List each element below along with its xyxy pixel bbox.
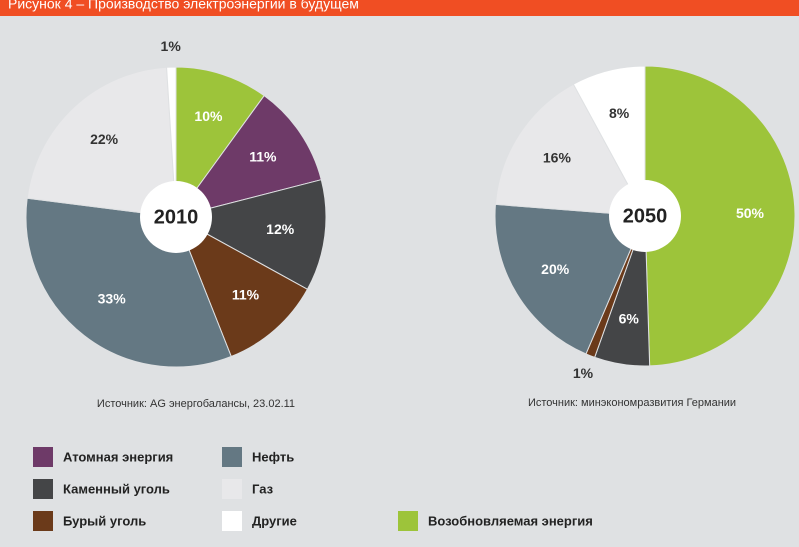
legend-swatch (222, 511, 242, 531)
value-label: 22% (90, 131, 119, 147)
value-label: 20% (541, 261, 570, 277)
legend-swatch (33, 511, 53, 531)
pie-slice (175, 66, 265, 219)
pie-slice (166, 66, 177, 218)
value-label: 1% (161, 38, 182, 54)
value-label: 12% (266, 221, 295, 237)
source-note: Источник: AG энергобалансы, 23.02.11 (97, 398, 295, 410)
legend-swatch (222, 447, 242, 467)
pie-slice (494, 83, 646, 217)
source-note: Источник: минэкономразвития Германии (528, 397, 736, 409)
header-bar (0, 0, 799, 16)
legend-label: Нефть (252, 449, 294, 464)
pie-slice (644, 65, 796, 367)
value-label: 50% (736, 205, 765, 221)
value-label: 1% (573, 365, 594, 381)
pie-slice (175, 215, 309, 358)
value-label: 11% (249, 149, 277, 165)
pie-slice (174, 179, 327, 290)
center-label: 2050 (623, 205, 668, 227)
center-circle (140, 181, 212, 253)
legend-label: Возобновляемая энергия (428, 513, 593, 528)
pie-slice (572, 65, 646, 217)
value-label: 8% (609, 105, 630, 121)
value-label: 11% (232, 286, 260, 302)
value-label: 16% (543, 150, 572, 166)
legend-swatch (33, 479, 53, 499)
pie-slice (26, 66, 177, 218)
legend-swatch (398, 511, 418, 531)
value-label: 6% (619, 310, 640, 326)
legend-label: Другие (252, 513, 297, 528)
chart-title: Рисунок 4 – Производство электроэнергии … (8, 0, 359, 12)
legend-label: Газ (252, 481, 274, 496)
value-label: 10% (194, 108, 223, 124)
center-circle (609, 180, 681, 252)
value-label: 33% (98, 291, 127, 307)
legend-label: Атомная энергия (63, 449, 173, 464)
legend-label: Каменный уголь (63, 481, 170, 496)
legend-label: Бурый уголь (63, 513, 146, 528)
pie-slice (174, 94, 322, 218)
legend-swatch (222, 479, 242, 499)
legend-swatch (33, 447, 53, 467)
pie-slice (494, 203, 646, 355)
center-label: 2010 (154, 206, 199, 228)
